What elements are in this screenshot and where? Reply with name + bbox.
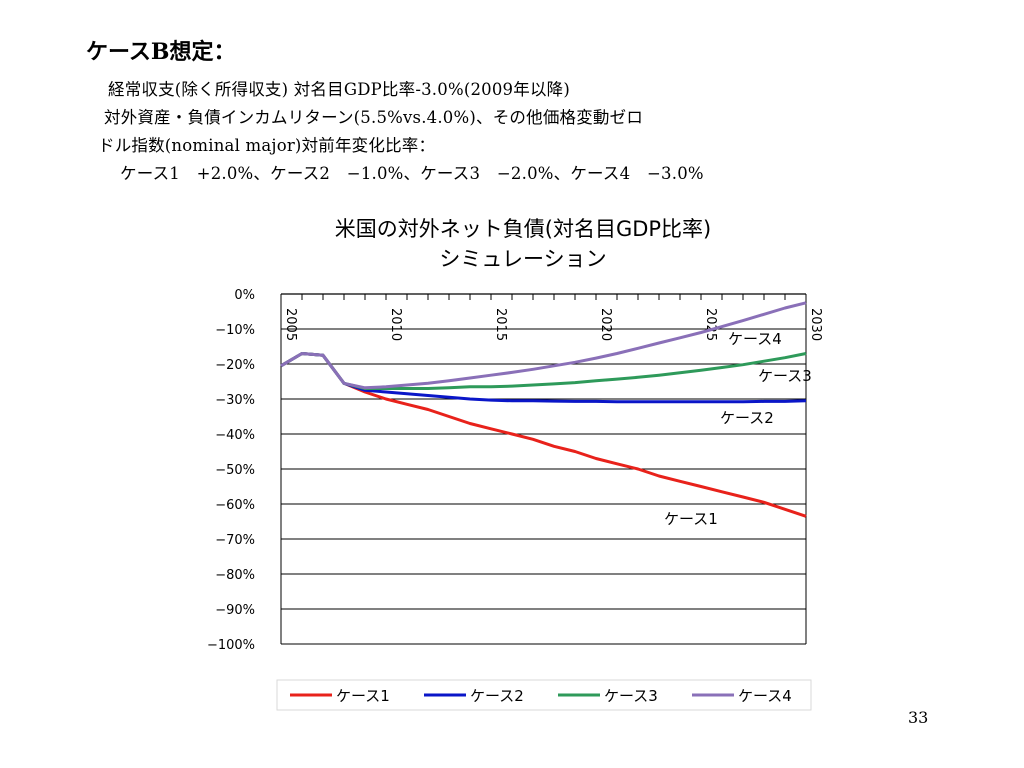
- note-dollar-index: ドル指数(nominal major)対前年変化比率：: [98, 136, 436, 155]
- y-axis-labels: 0% −10% −20% −30% −40% −50% −60% −70% −80% −90% −1…: [207, 288, 255, 653]
- y-tick-label: −60%: [215, 498, 255, 513]
- slide-title: ケースB想定：: [86, 39, 236, 65]
- legend-box: [276, 679, 812, 711]
- page-number: 33: [908, 708, 929, 727]
- legend-label: ケース1: [336, 687, 390, 705]
- chart-gridlines: [280, 294, 807, 645]
- series-line-case-1: [280, 352, 807, 518]
- y-tick-label: −20%: [215, 358, 255, 373]
- x-tick-label: 2025: [703, 308, 718, 341]
- x-tick-label: 2030: [808, 308, 823, 341]
- series-line-case-4: [280, 301, 807, 390]
- series-line-case-2: [280, 352, 807, 404]
- series-label: ケース3: [758, 367, 812, 385]
- x-tick-label: 2005: [283, 308, 298, 341]
- series-line-case-3: [280, 352, 807, 390]
- y-tick-label: −30%: [215, 393, 255, 408]
- chart-legend: ケース1 ケース2 ケース3 ケース4: [276, 679, 812, 711]
- y-tick-label: −70%: [215, 533, 255, 548]
- legend-label: ケース2: [470, 687, 524, 705]
- chart-title-line-2: シミュレーション: [439, 247, 606, 271]
- x-axis: 2005 2010 2015 2020 2025 2030: [280, 293, 823, 341]
- y-tick-label: −100%: [207, 638, 255, 653]
- y-tick-label: 0%: [234, 288, 255, 303]
- note-case-rates: ケース1 +2.0%、ケース2 −1.0%、ケース3 −2.0%、ケース4 −3…: [120, 164, 704, 183]
- y-tick-label: −40%: [215, 428, 255, 443]
- y-tick-label: −90%: [215, 603, 255, 618]
- series-label: ケース1: [664, 510, 718, 528]
- legend-label: ケース3: [604, 687, 658, 705]
- y-tick-label: −10%: [215, 323, 255, 338]
- note-income-return: 対外資産・負債インカムリターン(5.5%vs.4.0%)、その他価格変動ゼロ: [104, 108, 644, 127]
- legend-label: ケース4: [738, 687, 792, 705]
- series-label: ケース2: [720, 409, 774, 427]
- x-tick-label: 2010: [388, 308, 403, 341]
- series-labels: ケース4 ケース3 ケース2 ケース1: [664, 330, 812, 528]
- y-tick-label: −80%: [215, 568, 255, 583]
- series-label: ケース4: [728, 330, 782, 348]
- y-tick-label: −50%: [215, 463, 255, 478]
- chart-title: 米国の対外ネット負債(対名目GDP比率) シミュレーション: [335, 217, 712, 271]
- chart-series: [280, 301, 807, 518]
- x-tick-label: 2020: [598, 308, 613, 341]
- chart-title-line-1: 米国の対外ネット負債(対名目GDP比率): [335, 217, 712, 241]
- note-current-account: 経常収支(除く所得収支) 対名目GDP比率-3.0%(2009年以降): [108, 80, 570, 99]
- x-tick-label: 2015: [493, 308, 508, 341]
